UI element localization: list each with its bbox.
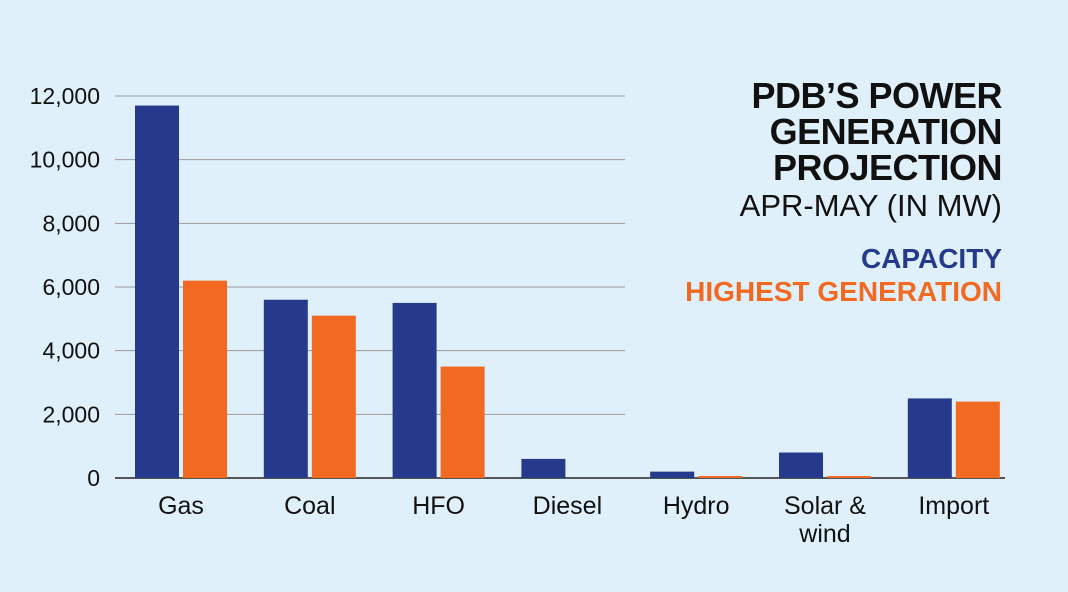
y-tick-label: 6,000 xyxy=(42,274,100,300)
bar-capacity xyxy=(779,452,823,478)
chart-title-line-1: PDB’S POWER xyxy=(751,75,1002,116)
bar-highest-generation xyxy=(955,401,1000,478)
y-tick-label: 4,000 xyxy=(42,338,100,364)
bar-highest-generation xyxy=(311,315,356,478)
x-axis-labels: Gas Coal HFO Diesel Hydro Solar &wind Import xyxy=(158,492,989,548)
x-category-label: Hydro xyxy=(663,492,730,520)
x-category-label: Solar & xyxy=(784,492,866,520)
x-category-label: Coal xyxy=(284,492,335,520)
y-tick-label: 8,000 xyxy=(42,210,100,236)
bar-capacity xyxy=(907,398,952,478)
x-category-label: Import xyxy=(918,492,989,520)
y-tick-label: 10,000 xyxy=(30,147,100,173)
bar-highest-generation xyxy=(440,366,485,478)
bar-highest-generation xyxy=(698,476,743,478)
y-axis-ticks: 0 2,000 4,000 6,000 8,000 10,000 12,000 xyxy=(30,83,100,491)
bar-capacity xyxy=(263,299,308,478)
bar-capacity xyxy=(650,471,695,478)
bar-highest-generation xyxy=(183,280,227,478)
x-category-label: Diesel xyxy=(533,492,602,520)
y-tick-label: 0 xyxy=(87,465,100,491)
chart-title-line-3: PROJECTION xyxy=(772,147,1003,188)
legend-highest-generation: HIGHEST GENERATION xyxy=(685,276,1002,307)
bar-capacity xyxy=(521,458,566,478)
x-category-label: wind xyxy=(798,520,850,548)
legend: CAPACITY HIGHEST GENERATION xyxy=(685,242,1002,308)
y-tick-label: 12,000 xyxy=(30,83,100,109)
legend-capacity: CAPACITY xyxy=(860,243,1002,274)
bars xyxy=(135,105,1000,479)
chart-title-block: PDB’S POWER GENERATION PROJECTION APR-MA… xyxy=(685,78,1002,308)
x-category-label: Gas xyxy=(158,492,204,520)
x-category-label: HFO xyxy=(412,492,465,520)
bar-highest-generation xyxy=(827,476,871,478)
chart-subtitle: APR-MAY (IN MW) xyxy=(739,188,1002,223)
chart-title-line-2: GENERATION xyxy=(769,111,1003,152)
bar-capacity xyxy=(135,105,179,479)
y-tick-label: 2,000 xyxy=(42,401,100,427)
bar-capacity xyxy=(392,302,437,478)
